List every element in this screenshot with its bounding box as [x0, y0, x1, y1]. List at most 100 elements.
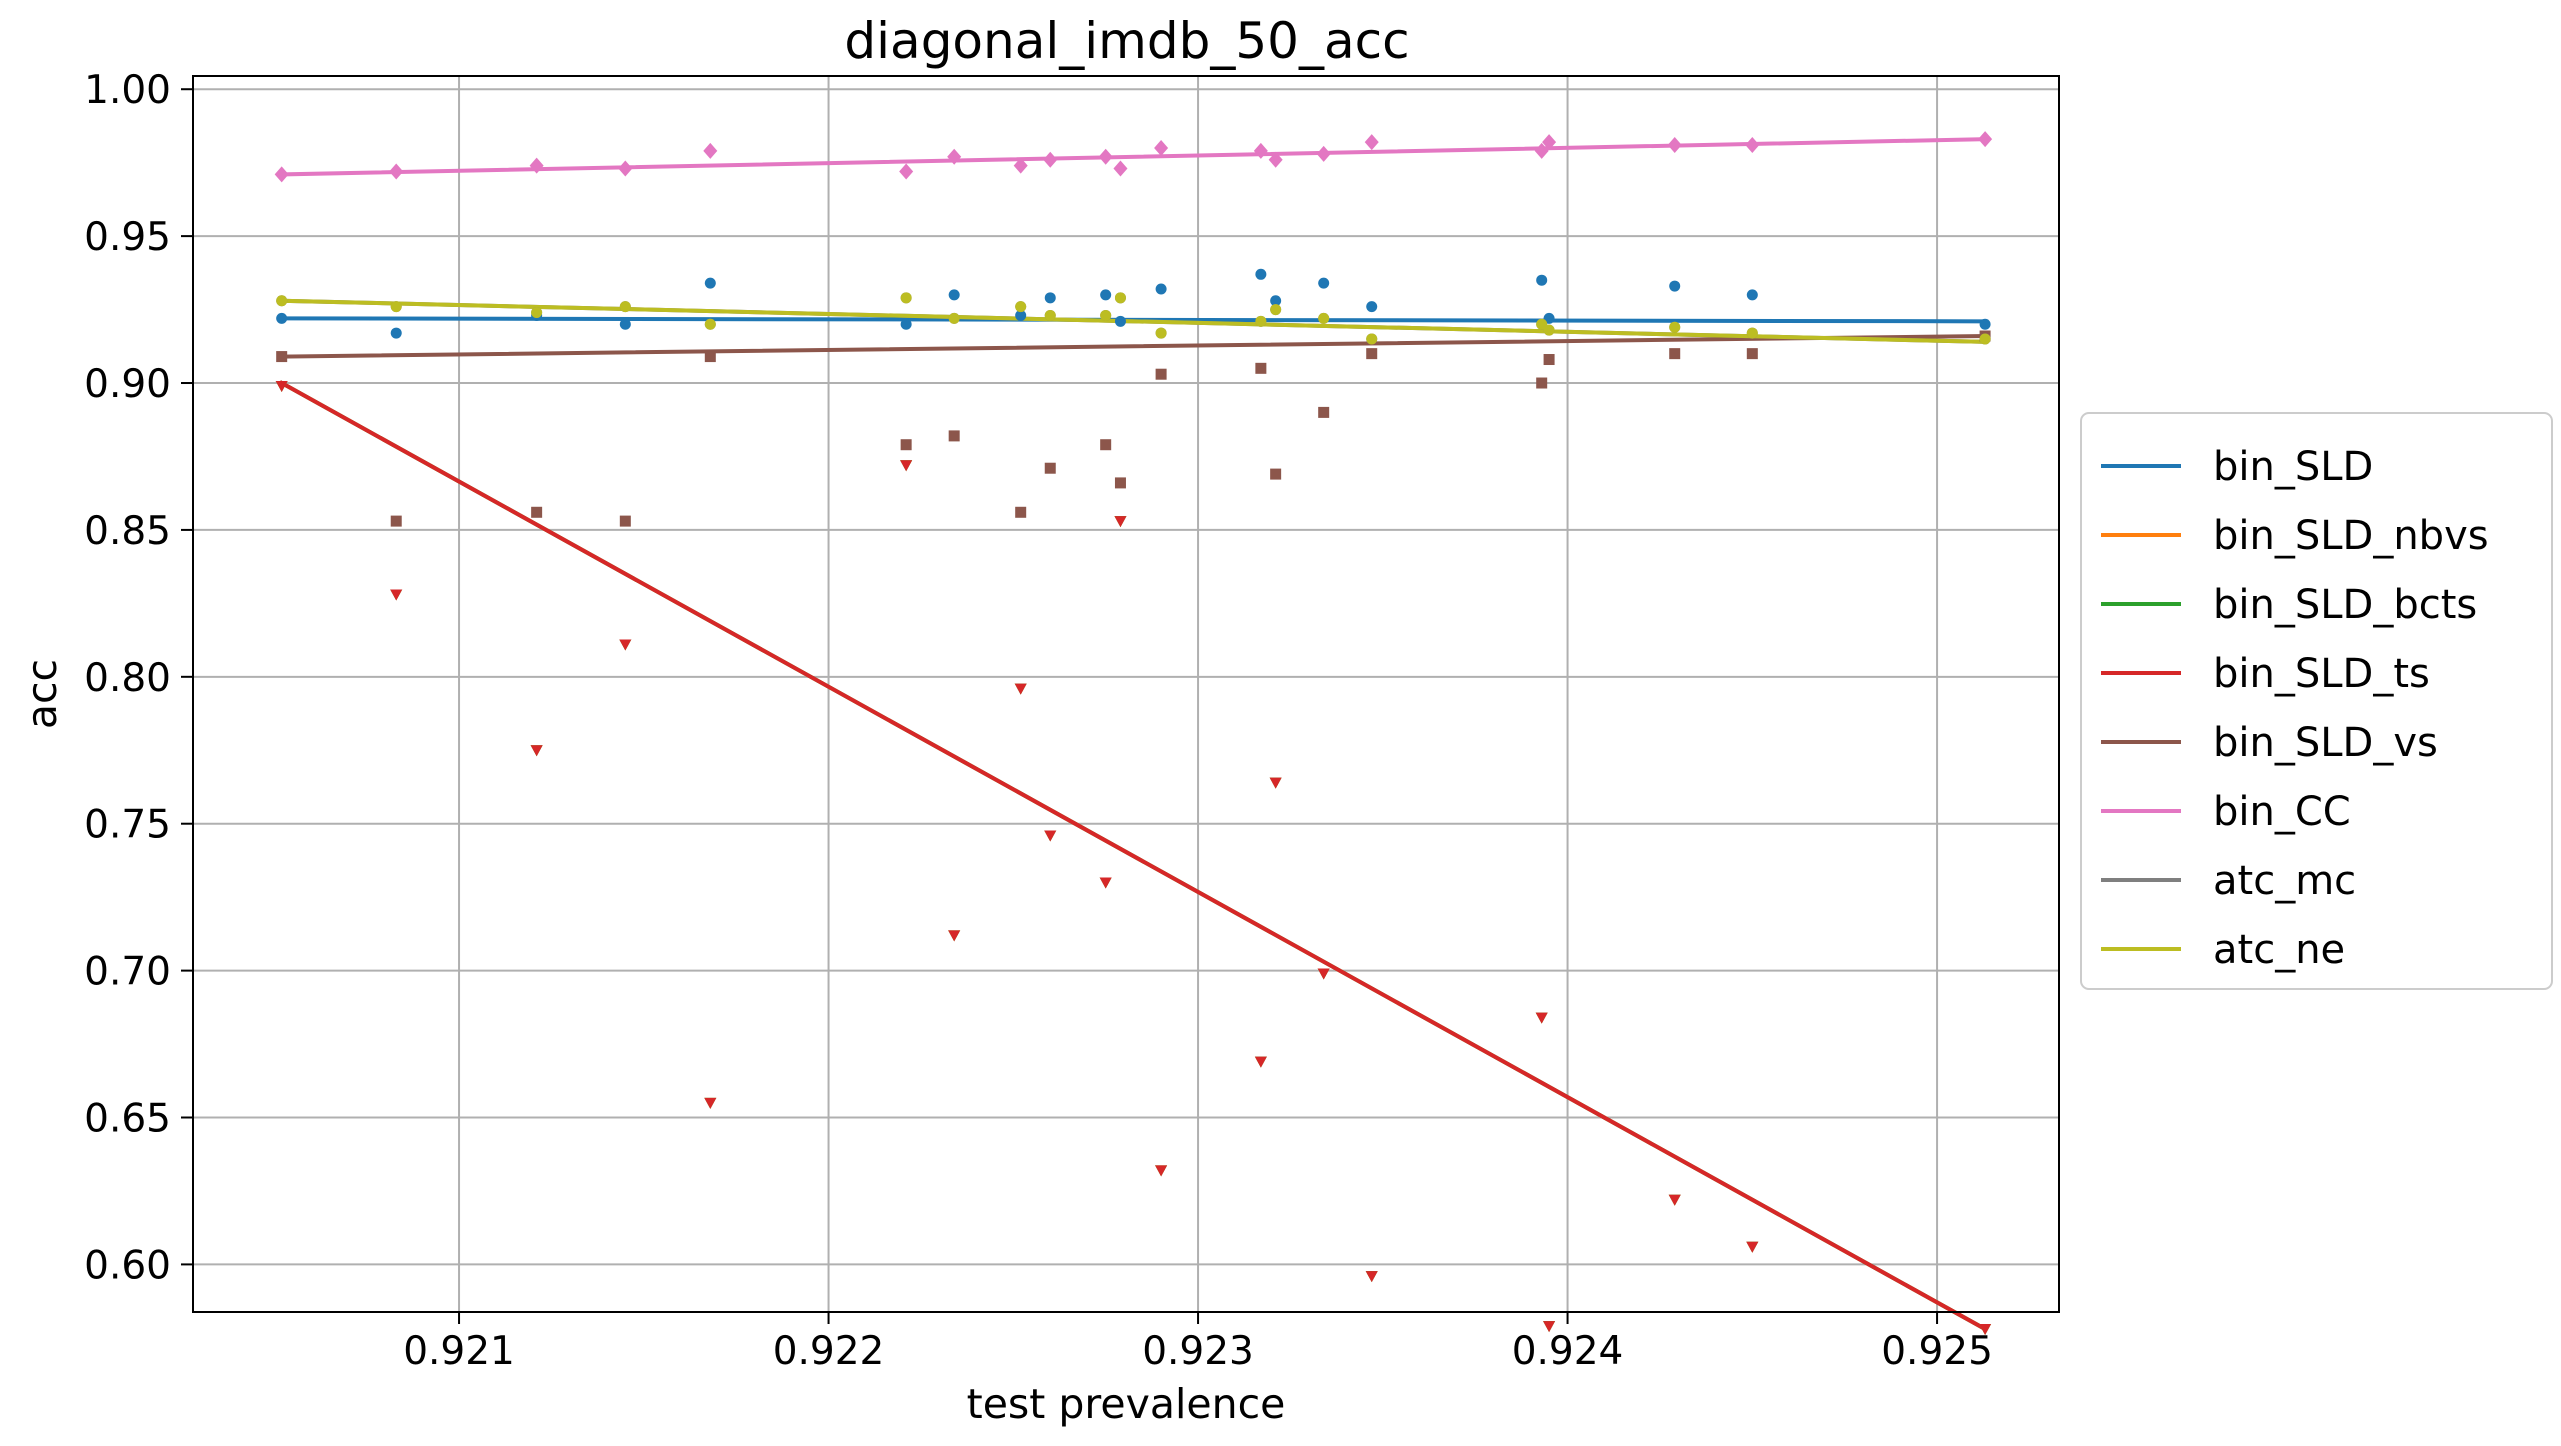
point-bin-cc	[1113, 160, 1128, 177]
point-bin-sld	[900, 318, 912, 330]
trend-line-atc-ne	[279, 298, 1988, 344]
point-bin-cc	[703, 142, 718, 159]
point-bin-cc	[1364, 134, 1379, 151]
point-atc-ne	[1044, 309, 1056, 321]
grid	[193, 76, 2059, 1312]
legend-label-bin-cc: bin_CC	[2213, 789, 2351, 835]
point-bin-sld	[619, 318, 631, 330]
point-bin-sld-ts	[530, 745, 543, 757]
point-atc-ne	[1979, 333, 1991, 345]
point-atc-ne	[531, 307, 543, 319]
point-bin-sld	[1100, 289, 1112, 301]
point-bin-sld-ts	[1114, 516, 1127, 528]
point-bin-cc	[1268, 151, 1283, 168]
point-bin-sld-ts	[1044, 830, 1057, 842]
point-bin-sld-ts	[1668, 1194, 1681, 1206]
point-bin-sld	[1318, 277, 1330, 289]
point-bin-sld-vs	[1543, 354, 1555, 366]
y-tick-label: 0.75	[84, 803, 171, 848]
point-bin-cc	[1667, 137, 1682, 154]
point-atc-ne	[1318, 312, 1330, 324]
point-bin-sld-vs	[1015, 506, 1027, 518]
point-atc-ne	[1746, 327, 1758, 339]
point-atc-ne	[1366, 333, 1378, 345]
point-bin-sld-vs	[390, 515, 402, 527]
point-bin-cc	[1098, 148, 1113, 165]
point-bin-cc	[947, 148, 962, 165]
y-tick-label: 0.95	[84, 215, 171, 260]
point-bin-cc	[1745, 137, 1760, 154]
y-tick-label: 0.60	[84, 1243, 171, 1288]
y-tick-label: 1.00	[84, 68, 171, 113]
point-bin-sld-vs	[1155, 368, 1167, 380]
point-atc-ne	[1015, 301, 1027, 313]
point-bin-sld-vs	[276, 351, 288, 363]
x-tick-label: 0.923	[1142, 1329, 1254, 1374]
legend-label-bin-sld-vs: bin_SLD_vs	[2213, 720, 2438, 766]
point-bin-sld-ts	[1979, 1324, 1992, 1336]
point-bin-sld-vs	[1114, 477, 1126, 489]
point-bin-sld-vs	[619, 515, 631, 527]
point-bin-sld-ts	[390, 589, 403, 601]
point-bin-cc	[529, 157, 544, 174]
point-bin-sld-ts	[1746, 1241, 1759, 1253]
point-bin-sld-ts	[900, 460, 913, 472]
point-bin-sld	[948, 289, 960, 301]
point-bin-sld-vs	[704, 351, 716, 363]
point-bin-sld	[390, 327, 402, 339]
point-bin-sld	[1669, 280, 1681, 292]
point-bin-sld-vs	[1255, 362, 1267, 374]
series-atc-ne	[276, 292, 1991, 345]
point-atc-ne	[1669, 321, 1681, 333]
legend-label-atc-ne: atc_ne	[2213, 927, 2345, 973]
point-bin-sld	[1270, 295, 1282, 307]
point-bin-sld-vs	[1318, 406, 1330, 418]
y-tick-label: 0.85	[84, 509, 171, 554]
point-bin-cc	[274, 166, 289, 183]
point-bin-cc	[1542, 134, 1557, 151]
point-bin-sld-ts	[1269, 777, 1282, 789]
point-atc-ne	[390, 301, 402, 313]
point-bin-cc	[899, 163, 914, 180]
point-bin-sld-ts	[1543, 1321, 1556, 1333]
point-bin-sld	[1155, 283, 1167, 295]
point-bin-cc	[1534, 142, 1549, 159]
point-bin-cc	[1013, 157, 1028, 174]
point-bin-cc	[618, 160, 633, 177]
series-bin-sld-ts	[275, 380, 1992, 1336]
legend-label-bin-sld-ts: bin_SLD_ts	[2213, 651, 2430, 697]
point-bin-cc	[1154, 139, 1169, 156]
point-atc-ne	[619, 301, 631, 313]
point-bin-sld	[704, 277, 716, 289]
plot-frame	[192, 75, 2060, 1313]
point-bin-sld	[1114, 315, 1126, 327]
point-bin-sld-vs	[1746, 348, 1758, 360]
legend-label-bin-sld-nbvs: bin_SLD_nbvs	[2213, 513, 2489, 559]
point-atc-ne	[1100, 309, 1112, 321]
point-bin-sld-vs	[1044, 462, 1056, 474]
point-bin-sld-ts	[1317, 968, 1330, 980]
y-axis-label: acc	[18, 659, 66, 729]
point-bin-sld-ts	[619, 639, 632, 651]
x-axis-label: test prevalence	[967, 1380, 1286, 1428]
point-bin-sld	[1746, 289, 1758, 301]
point-bin-sld-ts	[704, 1097, 717, 1109]
series-bin-cc	[274, 131, 1993, 183]
point-bin-sld-vs	[1100, 439, 1112, 451]
point-bin-sld-vs	[1366, 348, 1378, 360]
x-tick-label: 0.921	[403, 1329, 515, 1374]
legend: bin_SLD bin_SLD_nbvs bin_SLD_bcts bin_SLD_t…	[2080, 412, 2553, 990]
y-tick-label: 0.80	[84, 656, 171, 701]
point-atc-ne	[704, 318, 716, 330]
point-bin-sld-vs	[948, 430, 960, 442]
chart-title: diagonal_imdb_50_acc	[844, 12, 1409, 70]
point-bin-sld-ts	[1014, 683, 1027, 695]
x-axis-ticks: 0.921 0.922 0.923 0.924 0.925	[403, 1312, 1993, 1374]
point-bin-sld-ts	[275, 380, 288, 392]
point-bin-sld	[276, 312, 288, 324]
y-tick-label: 0.90	[84, 362, 171, 407]
point-bin-sld	[1543, 312, 1555, 324]
point-bin-sld-ts	[1099, 877, 1112, 889]
point-bin-sld-vs	[1270, 468, 1282, 480]
point-bin-cc	[389, 163, 404, 180]
